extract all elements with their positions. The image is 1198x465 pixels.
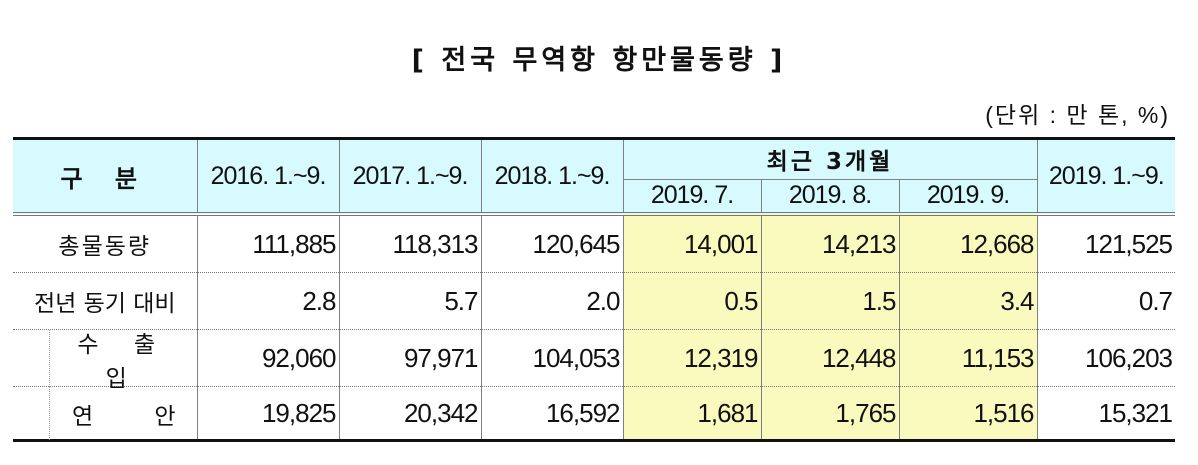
cell: 1,765: [760, 386, 900, 442]
header-2019-09: 2019. 9.: [898, 179, 1038, 216]
cell: 92,060: [196, 329, 340, 387]
row-label-cell: 수 출 입: [13, 329, 198, 392]
cell: 12,448: [760, 329, 900, 387]
cell: 12,668: [898, 214, 1038, 273]
header-period-2017: 2017. 1.~9.: [338, 137, 482, 216]
cell: 20,342: [338, 386, 482, 442]
row-label: 수 출 입: [77, 331, 170, 392]
cell: 11,153: [898, 329, 1038, 387]
row-label: 전년 동기 대비: [13, 272, 198, 330]
cell: 120,645: [480, 214, 624, 273]
cell: 3.4: [898, 272, 1038, 330]
cell: 97,971: [338, 329, 482, 387]
cell: 1.5: [760, 272, 900, 330]
cell: 1,681: [622, 386, 762, 442]
header-2019-08: 2019. 8.: [760, 179, 900, 216]
row-label-part: 연: [72, 403, 93, 430]
cell: 111,885: [196, 214, 340, 273]
cell: 15,321: [1036, 386, 1176, 442]
row-label-part: 안: [154, 403, 175, 430]
cell: 118,313: [338, 214, 482, 273]
header-period-2019: 2019. 1.~9.: [1036, 137, 1176, 216]
header-period-2018: 2018. 1.~9.: [480, 137, 624, 216]
cell: 19,825: [196, 386, 340, 442]
table-row-import-export: 수 출 입 92,060 97,971 104,053 12,319 12,44…: [13, 329, 1176, 392]
header-recent-3-months: 최근 3개월: [622, 137, 1038, 180]
cell: 104,053: [480, 329, 624, 387]
cell: 5.7: [338, 272, 482, 330]
cell: 0.5: [622, 272, 762, 330]
header-category: 구 분: [13, 137, 198, 216]
cell: 14,213: [760, 214, 900, 273]
cell: 14,001: [622, 214, 762, 273]
row-label: 총물동량: [13, 214, 198, 273]
table-row-total: 총물동량 111,885 118,313 120,645 14,001 14,2…: [13, 214, 1176, 273]
cell: 12,319: [622, 329, 762, 387]
cell: 2.0: [480, 272, 624, 330]
table-title: [ 전국 무역항 항만물동량 ]: [411, 45, 787, 76]
unit-note: (단위 : 만 톤, %): [985, 102, 1170, 128]
header-period-2016: 2016. 1.~9.: [196, 137, 340, 216]
cell: 1,516: [898, 386, 1038, 442]
table-row-yoy: 전년 동기 대비 2.8 5.7 2.0 0.5 1.5 3.4 0.7: [13, 272, 1176, 330]
cell: 16,592: [480, 386, 624, 442]
cell: 2.8: [196, 272, 340, 330]
header-2019-07: 2019. 7.: [622, 179, 762, 216]
cell: 121,525: [1036, 214, 1176, 273]
port-cargo-table: 구 분 2016. 1.~9. 2017. 1.~9. 2018. 1.~9. …: [13, 137, 1176, 442]
cell: 106,203: [1036, 329, 1176, 387]
cell: 0.7: [1036, 272, 1176, 330]
